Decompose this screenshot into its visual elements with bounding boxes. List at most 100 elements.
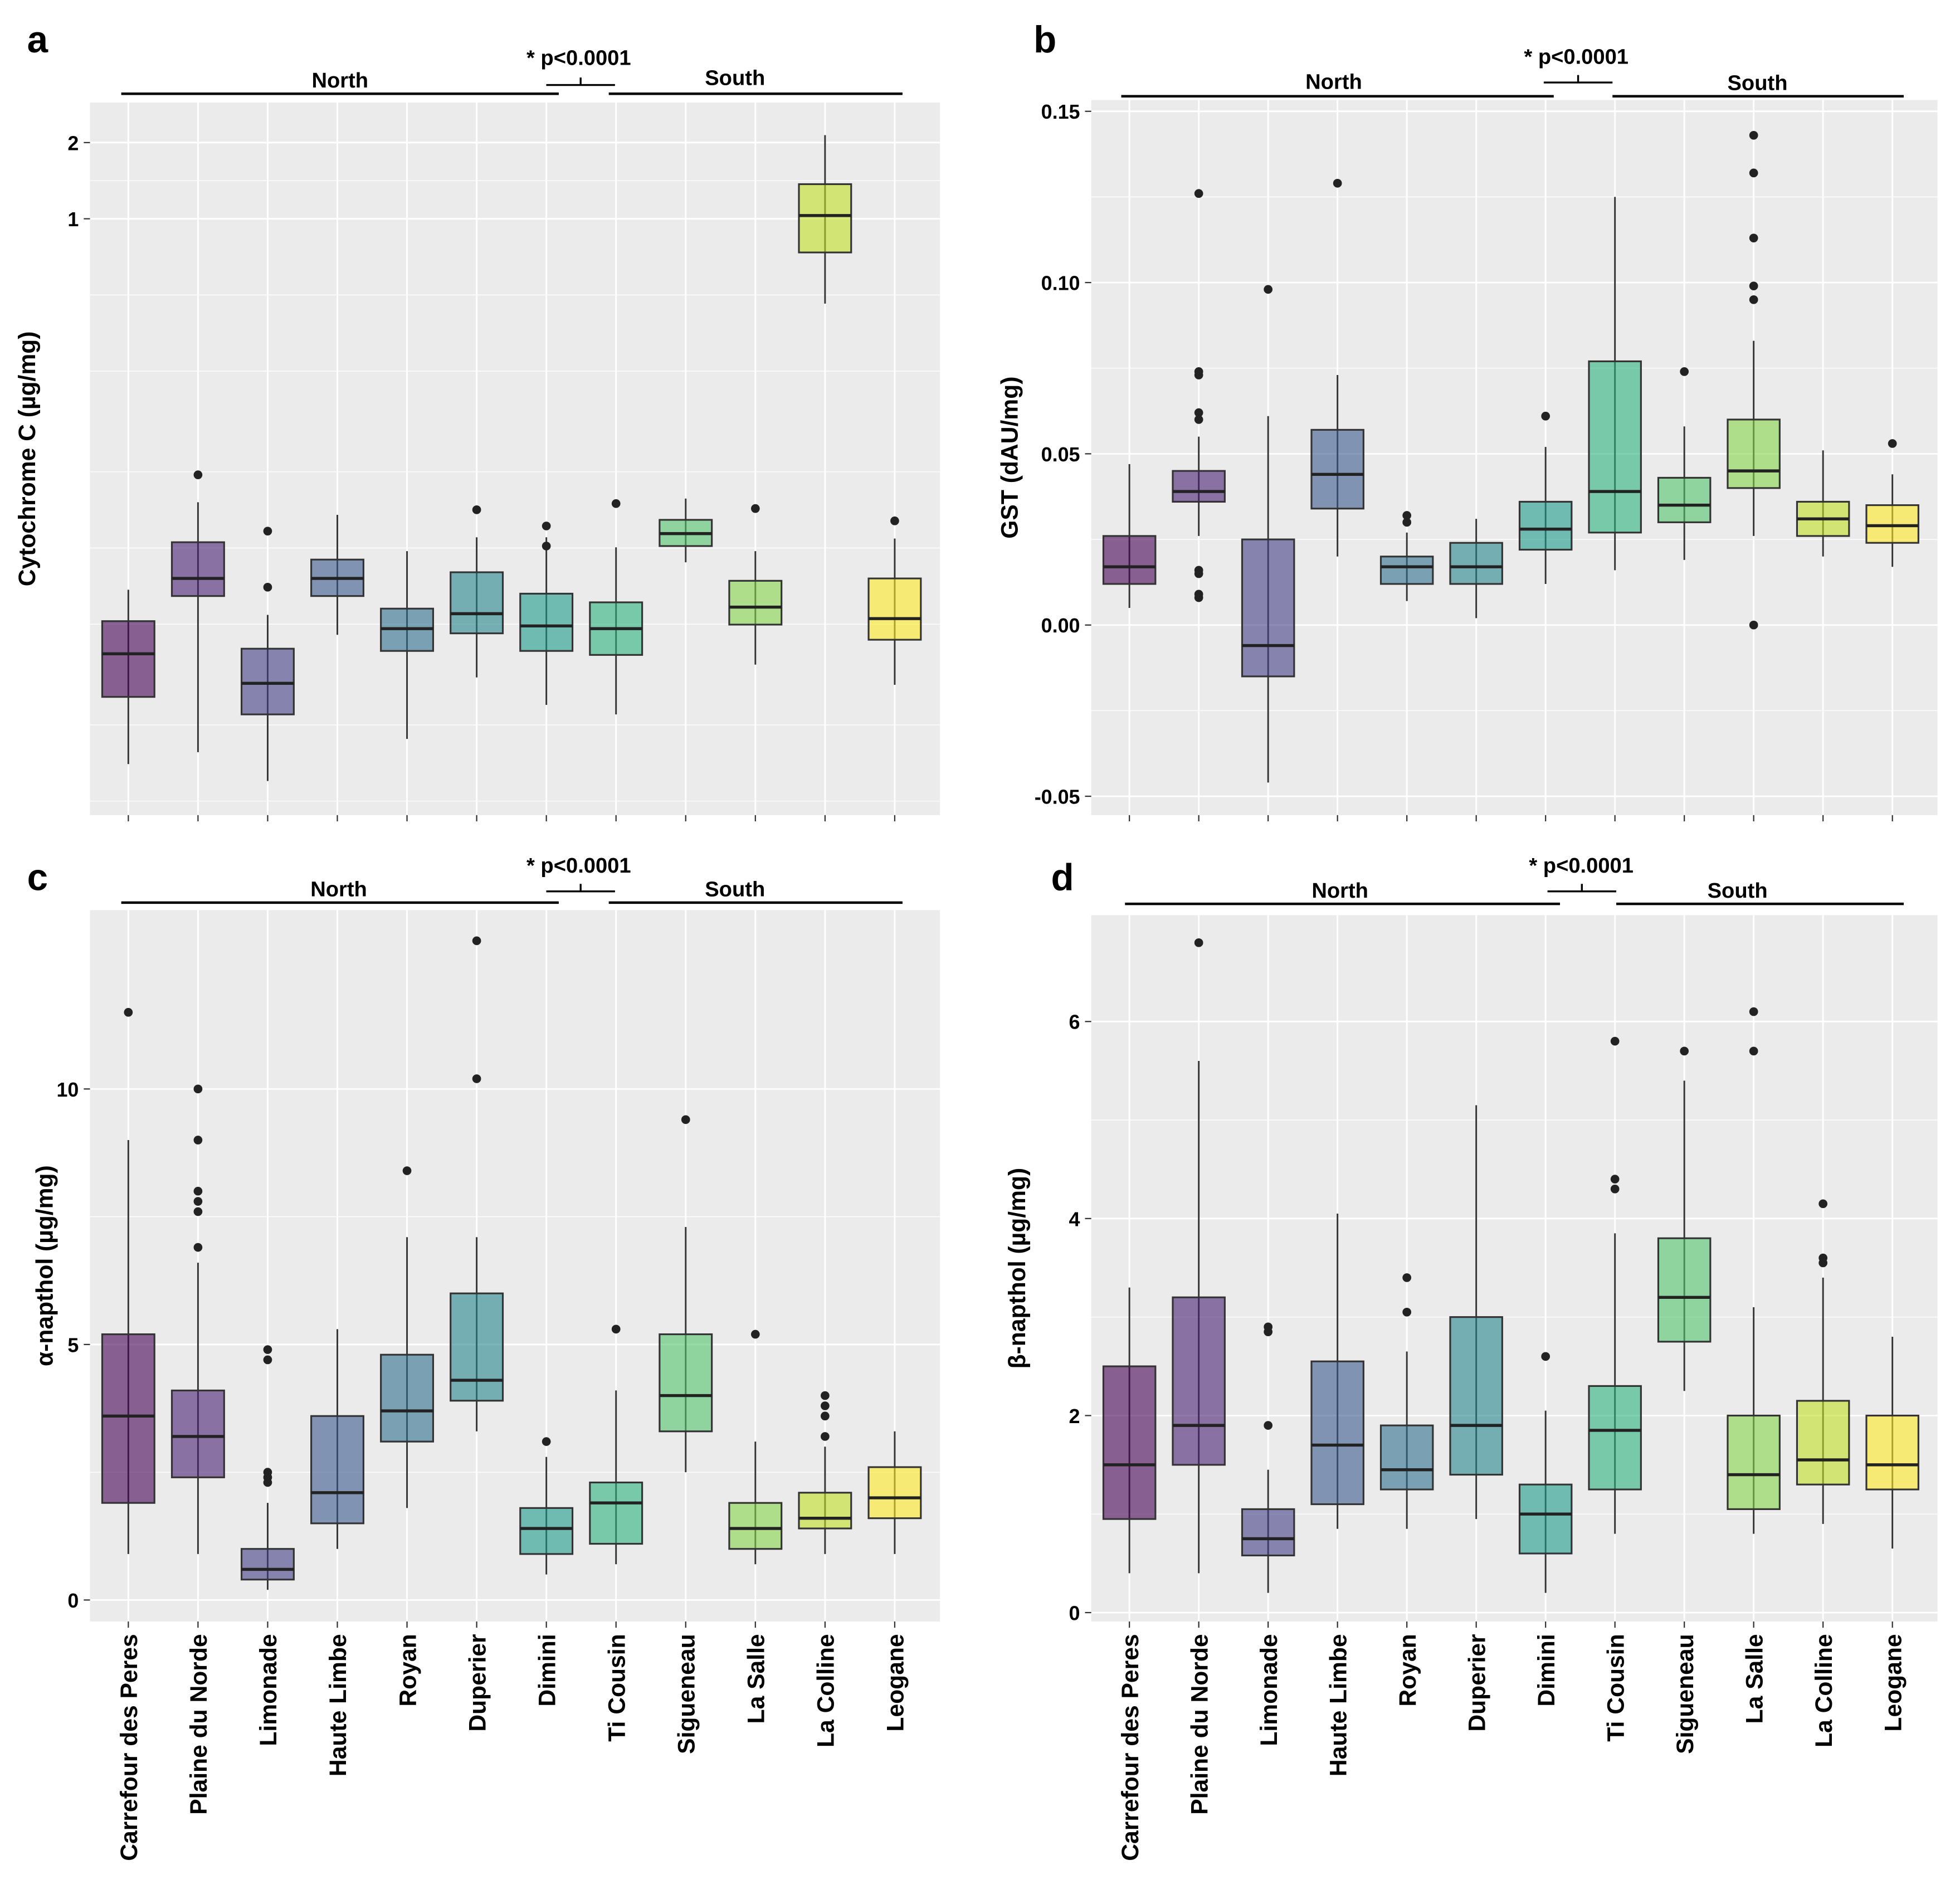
outlier-point <box>193 1243 203 1252</box>
box-royan <box>380 551 435 739</box>
box-iqr <box>728 580 783 626</box>
outlier-point <box>263 1478 272 1487</box>
outlier-point <box>1194 189 1203 198</box>
box-sigueneau <box>1657 1046 1712 1391</box>
outlier-point <box>193 1197 203 1206</box>
box-leogane <box>1865 1337 1919 1549</box>
y-tick-label: 0.15 <box>1041 101 1080 123</box>
box-ti-cousin <box>589 499 643 715</box>
box-carrefour-des-peres <box>1102 1287 1157 1574</box>
outlier-point <box>263 527 272 536</box>
outlier-point <box>542 542 551 551</box>
outlier-point <box>193 470 203 480</box>
y-tick-label: 2 <box>67 132 79 154</box>
x-tick-label: Haute Limbe <box>325 1634 352 1776</box>
panel-a: 1 2 Cytochrome C (µg/mg) a North South * p<0.0… <box>14 19 940 822</box>
x-tick-label: Duperier <box>1464 1634 1490 1731</box>
box-limonade <box>1241 285 1295 783</box>
x-tick-label: Royan <box>394 1634 421 1706</box>
box-iqr <box>519 592 574 652</box>
box-iqr <box>1518 500 1573 551</box>
box-iqr <box>1449 1316 1503 1476</box>
outlier-point <box>124 1007 133 1017</box>
x-tick-label: Sigueneau <box>1672 1634 1699 1754</box>
box-royan <box>1379 511 1434 601</box>
outlier-point <box>1888 439 1897 448</box>
box-iqr <box>1449 542 1503 585</box>
outlier-point <box>1194 569 1203 578</box>
south-label: South <box>1708 879 1768 903</box>
outlier-point <box>1541 1352 1551 1361</box>
box-carrefour-des-peres <box>1102 464 1157 608</box>
box-limonade <box>240 1345 295 1590</box>
outlier-point <box>1749 1007 1758 1016</box>
outlier-point <box>1749 168 1758 178</box>
box-iqr <box>1172 470 1226 503</box>
box-sigueneau <box>1657 367 1712 560</box>
box-la-colline <box>1796 1199 1850 1524</box>
y-tick-label: 0.10 <box>1041 272 1080 295</box>
box-iqr <box>519 1507 574 1555</box>
box-la-salle <box>1727 130 1781 630</box>
outlier-point <box>1194 408 1203 417</box>
box-iqr <box>1379 556 1434 585</box>
outlier-point <box>1402 1307 1412 1317</box>
x-tick-label: Haute Limbe <box>1325 1634 1352 1776</box>
box-iqr <box>798 1492 852 1530</box>
x-tick-label: Dimini <box>1533 1634 1560 1706</box>
outlier-point <box>1610 1175 1620 1184</box>
x-tick-label: La Colline <box>813 1634 840 1747</box>
box-iqr <box>1172 1296 1226 1466</box>
outlier-point <box>472 1074 481 1083</box>
outlier-point <box>821 1401 830 1410</box>
x-tick-label: Duperier <box>464 1634 491 1731</box>
outlier-point <box>1749 1046 1758 1056</box>
outlier-point <box>750 1330 760 1339</box>
outlier-point <box>1402 518 1412 527</box>
x-tick-label: Leogane <box>1880 1634 1907 1731</box>
box-limonade <box>1241 1322 1295 1593</box>
outlier-point <box>821 1411 830 1421</box>
box-iqr <box>1588 1385 1642 1491</box>
box-leogane <box>867 516 922 685</box>
box-royan <box>380 1166 435 1508</box>
box-iqr <box>1310 428 1364 510</box>
panel-c: 0 5 10 Carrefour des Peres Plaine du Norde Li… <box>27 854 940 1861</box>
box-dimini <box>1518 1352 1573 1593</box>
box-iqr <box>1102 535 1157 585</box>
box-iqr <box>1865 1414 1919 1491</box>
panel-label: d <box>1051 856 1074 898</box>
box-iqr <box>1102 1365 1157 1520</box>
outlier-point <box>1402 511 1412 520</box>
outlier-point <box>1541 411 1551 421</box>
outlier-point <box>821 1391 830 1400</box>
box-la-salle <box>728 1330 783 1565</box>
significance-label: * p<0.0001 <box>526 46 631 70</box>
box-plaine-du-norde <box>1172 189 1226 602</box>
outlier-point <box>1194 938 1203 947</box>
box-duperier <box>1449 519 1503 619</box>
outlier-point <box>402 1166 412 1175</box>
box-iqr <box>170 541 225 597</box>
box-la-salle <box>1727 1007 1781 1534</box>
box-iqr <box>728 1502 783 1550</box>
box-iqr <box>240 647 295 715</box>
outlier-point <box>542 1437 551 1446</box>
y-tick-label: 2 <box>1069 1405 1080 1428</box>
box-haute-limbe <box>1310 1214 1364 1529</box>
box-iqr <box>1865 504 1919 544</box>
box-iqr <box>1727 418 1781 489</box>
outlier-point <box>1264 1327 1273 1337</box>
outlier-point <box>1749 130 1758 140</box>
significance-label: * p<0.0001 <box>1524 45 1629 69</box>
box-la-colline <box>798 135 852 304</box>
box-iqr <box>1657 476 1712 523</box>
x-tick-label: La Salle <box>1741 1634 1768 1723</box>
box-iqr <box>1727 1414 1781 1510</box>
box-iqr <box>101 1333 155 1504</box>
panel-label: c <box>27 856 48 898</box>
x-tick-label: La Colline <box>1811 1634 1837 1747</box>
box-duperier <box>450 505 504 678</box>
x-tick-label: Sigueneau <box>673 1634 700 1754</box>
box-plaine-du-norde <box>1172 938 1226 1574</box>
